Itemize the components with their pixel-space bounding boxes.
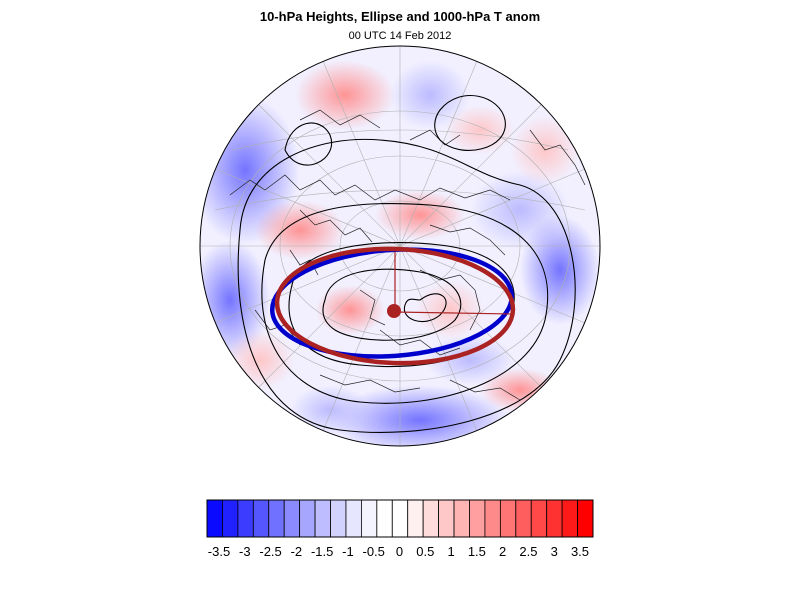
colorbar-swatch <box>438 499 455 538</box>
colorbar-swatch <box>530 499 548 538</box>
vortex-ellipses <box>269 246 516 366</box>
colorbar-tick-label: -3 <box>239 544 251 559</box>
colorbar-swatch <box>422 499 440 538</box>
colorbar-tick-label: 1.5 <box>468 544 486 559</box>
colorbar-tick-label: -2.5 <box>259 544 281 559</box>
colorbar-swatch <box>330 499 347 538</box>
colorbar-swatch <box>484 499 501 538</box>
colorbar-tick-label: -0.5 <box>363 544 385 559</box>
colorbar-swatch <box>561 499 578 538</box>
colorbar-swatch <box>376 499 393 538</box>
colorbar-swatch <box>283 499 301 538</box>
colorbar-swatch <box>299 499 316 538</box>
red-ellipse <box>274 246 516 366</box>
globe-outline <box>199 45 601 447</box>
colorbar-swatch <box>391 499 409 538</box>
colorbar-tick-label: 2.5 <box>519 544 537 559</box>
colorbar-swatch <box>252 499 270 538</box>
colorbar-swatch <box>222 499 239 538</box>
ellipse-center-marker <box>387 304 401 318</box>
colorbar-swatch <box>268 499 285 538</box>
colorbar-swatch <box>499 499 517 538</box>
colorbar-swatch <box>360 499 378 538</box>
colorbar-tick-label: -1.5 <box>311 544 333 559</box>
colorbar-swatch <box>314 499 331 538</box>
colorbar-tick-label: 2 <box>499 544 506 559</box>
colorbar-swatch <box>407 499 424 538</box>
colorbar-tick-label: 0 <box>396 544 403 559</box>
colorbar-tick-label: -3.5 <box>208 544 230 559</box>
colorbar-swatch <box>237 499 254 538</box>
colorbar-swatch <box>515 499 532 538</box>
colorbar-tick-label: 1 <box>447 544 454 559</box>
colorbar-tick-label: -2 <box>291 544 303 559</box>
colorbar-tick-label: 3 <box>551 544 558 559</box>
colorbar-swatch <box>453 499 470 538</box>
ellipse-major-axis <box>394 311 513 315</box>
plot-subtitle: 00 UTC 14 Feb 2012 <box>348 30 452 42</box>
plot-title: 10-hPa Heights, Ellipse and 1000-hPa T a… <box>259 9 541 24</box>
colorbar-swatch <box>206 499 223 538</box>
colorbar-tick-label: 3.5 <box>571 544 589 559</box>
colorbar-swatch <box>577 499 594 538</box>
colorbar-swatch <box>345 499 362 538</box>
colorbar-swatch <box>469 499 486 538</box>
colorbar-frame <box>206 499 594 538</box>
colorbar-tick-label: -1 <box>342 544 354 559</box>
colorbar-swatch <box>546 499 563 538</box>
colorbar-tick-label: 0.5 <box>416 544 434 559</box>
